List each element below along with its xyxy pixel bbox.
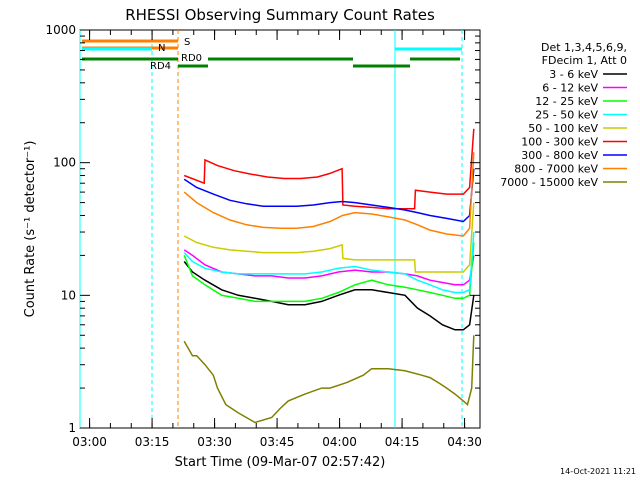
decimation-label-rd0: RD0 <box>181 53 202 64</box>
x-tick-label: 03:30 <box>197 435 232 449</box>
y-tick-label: 10 <box>61 288 76 302</box>
series-line-3 <box>183 231 475 294</box>
legend-header-line-1: Det 1,3,4,5,6,9, <box>541 41 627 54</box>
legend-item-label: 800 - 7000 keV <box>514 163 598 176</box>
x-tick-label: 03:45 <box>260 435 295 449</box>
saa-label: S <box>184 37 190 48</box>
y-tick-label: 1000 <box>45 23 76 37</box>
y-tick-label: 100 <box>53 156 76 170</box>
series-line-5 <box>183 128 475 210</box>
series-line-6 <box>183 168 475 223</box>
x-tick-label: 03:15 <box>135 435 170 449</box>
decimation-label-rd4: RD4 <box>150 61 171 72</box>
series-line-1 <box>183 249 475 286</box>
x-axis-label: Start Time (09-Mar-07 02:57:42) <box>175 455 386 470</box>
series-line-2 <box>183 242 475 303</box>
legend-item-label: 3 - 6 keV <box>549 68 598 81</box>
y-axis-label: Count Rate (s⁻¹ detector⁻¹) <box>23 141 38 318</box>
chart-title: RHESSI Observing Summary Count Rates <box>125 6 435 24</box>
status-bars: S N RD4 RD0 <box>82 37 462 72</box>
series-group <box>183 128 475 424</box>
x-tick-label: 04:30 <box>447 435 482 449</box>
night-label: N <box>158 43 165 54</box>
legend-item-label: 12 - 25 keV <box>535 95 598 108</box>
legend-item-label: 300 - 800 keV <box>521 149 598 162</box>
x-tick-label: 03:00 <box>72 435 107 449</box>
legend-item-label: 6 - 12 keV <box>542 82 598 95</box>
legend-header-line-2: FDecim 1, Att 0 <box>542 54 627 67</box>
y-tick-label: 1 <box>68 421 76 435</box>
x-tick-label: 04:00 <box>322 435 357 449</box>
series-line-4 <box>183 202 475 273</box>
legend-item-label: 100 - 300 keV <box>521 136 598 149</box>
legend-item-label: 50 - 100 keV <box>528 122 598 135</box>
generation-timestamp: 14-Oct-2021 11:21 <box>560 467 636 476</box>
legend: Det 1,3,4,5,6,9, FDecim 1, Att 0 3 - 6 k… <box>500 41 627 189</box>
axes-group: 03:00 03:15 03:30 03:45 04:00 04:15 04:30 1 10 10… <box>45 23 481 449</box>
series-line-8 <box>183 335 475 424</box>
legend-item-label: 7000 - 15000 keV <box>500 176 598 189</box>
x-tick-label: 04:15 <box>385 435 420 449</box>
event-marker-lines <box>79 30 463 428</box>
series-line-7 <box>183 152 475 237</box>
series-line-0 <box>183 261 475 331</box>
legend-item-label: 25 - 50 keV <box>535 109 598 122</box>
